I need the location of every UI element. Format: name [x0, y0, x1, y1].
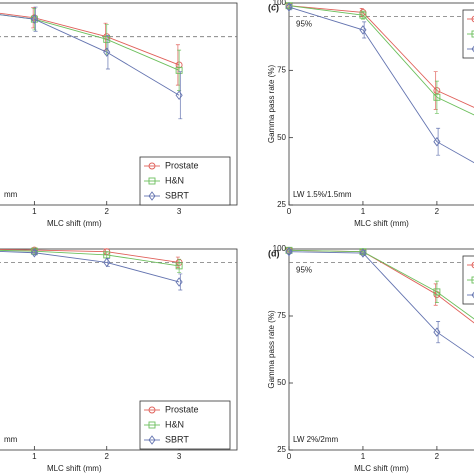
x-tick-label: 1 [32, 207, 37, 216]
annotation: mm [4, 435, 18, 444]
y-tick-label: 25 [277, 200, 286, 209]
marker [471, 45, 474, 53]
y-tick-label: 50 [277, 133, 286, 142]
marker [433, 288, 441, 296]
marker [433, 93, 441, 101]
marker [148, 406, 156, 414]
series-line [0, 14, 180, 96]
error-bar [434, 80, 439, 114]
series-line [0, 249, 180, 267]
series-line [0, 251, 180, 283]
marker [433, 136, 441, 147]
legend-label: SBRT [165, 190, 189, 200]
y-tick-label: 25 [277, 445, 286, 454]
x-tick-label: 3 [177, 207, 182, 216]
series-line [288, 249, 474, 320]
marker [148, 177, 156, 185]
annotation: LW 2%/2mm [293, 435, 339, 444]
marker [148, 421, 156, 429]
legend-label: Prostate [165, 160, 199, 170]
x-tick-label: 2 [105, 207, 110, 216]
panel-label: (c) [268, 2, 279, 12]
legend-label: SBRT [165, 434, 189, 444]
error-bar [436, 127, 441, 156]
error-bar [177, 258, 182, 273]
marker [103, 257, 111, 268]
x-tick-label: 2 [435, 207, 440, 216]
marker [285, 246, 293, 257]
marker [471, 30, 474, 38]
error-bar [105, 34, 110, 70]
marker [175, 66, 183, 74]
y-tick-label: 100 [273, 244, 287, 253]
x-tick-label: 2 [435, 452, 440, 461]
y-tick-label: 50 [277, 378, 286, 387]
marker [148, 435, 156, 445]
x-tick-label: 0 [287, 207, 292, 216]
marker [103, 47, 111, 57]
plot-frame [288, 2, 474, 206]
series-line [0, 12, 180, 66]
y-axis-label: Gamma pass rate (%) [267, 310, 276, 389]
marker [30, 248, 38, 258]
series-line [288, 249, 474, 324]
x-axis-label: MLC shift (mm) [354, 219, 409, 228]
marker [471, 15, 474, 23]
series-line [0, 249, 180, 263]
marker [471, 261, 474, 269]
marker [359, 11, 367, 19]
series-line [0, 14, 180, 71]
series-line [288, 5, 474, 108]
plot-frame [0, 248, 238, 451]
y-tick-label: 75 [277, 311, 286, 320]
x-tick-label: 0 [287, 452, 292, 461]
series-line [288, 251, 474, 359]
marker [359, 25, 367, 35]
x-axis-label: MLC shift (mm) [47, 219, 102, 228]
annotation: LW 1.5%/1.5mm [293, 190, 352, 199]
marker [175, 277, 183, 287]
legend-label: Prostate [165, 404, 199, 414]
error-bar [288, 249, 293, 254]
marker [285, 2, 293, 12]
legend-label: H&N [165, 419, 184, 429]
x-tick-label: 1 [361, 452, 366, 461]
x-tick-label: 2 [105, 452, 110, 461]
error-bar [178, 273, 183, 291]
y-tick-label: 100 [273, 0, 287, 7]
marker [175, 262, 183, 270]
annotation: mm [4, 190, 18, 199]
error-bar [178, 71, 183, 120]
marker [148, 162, 156, 170]
error-bar [33, 6, 38, 32]
x-tick-label: 3 [177, 452, 182, 461]
panel-label: (d) [268, 248, 280, 258]
series-line [288, 5, 474, 116]
x-tick-label: 1 [361, 207, 366, 216]
marker [471, 276, 474, 284]
x-tick-label: 1 [32, 452, 37, 461]
y-axis-label: Gamma pass rate (%) [267, 65, 276, 144]
error-bar [362, 21, 367, 39]
error-bar [436, 321, 441, 344]
legend-label: H&N [165, 175, 184, 185]
marker [30, 14, 38, 24]
marker [103, 35, 111, 43]
x-axis-label: MLC shift (mm) [47, 464, 102, 473]
error-bar [434, 280, 439, 303]
marker [433, 327, 441, 337]
x-axis-label: MLC shift (mm) [354, 464, 409, 473]
marker [471, 291, 474, 299]
marker [359, 248, 367, 258]
threshold-label: 95% [296, 20, 312, 29]
plot-frame [288, 248, 474, 451]
threshold-label: 95% [296, 266, 312, 275]
plot-frame [0, 2, 238, 206]
y-tick-label: 75 [277, 65, 286, 74]
marker [175, 90, 183, 100]
marker [148, 191, 156, 201]
